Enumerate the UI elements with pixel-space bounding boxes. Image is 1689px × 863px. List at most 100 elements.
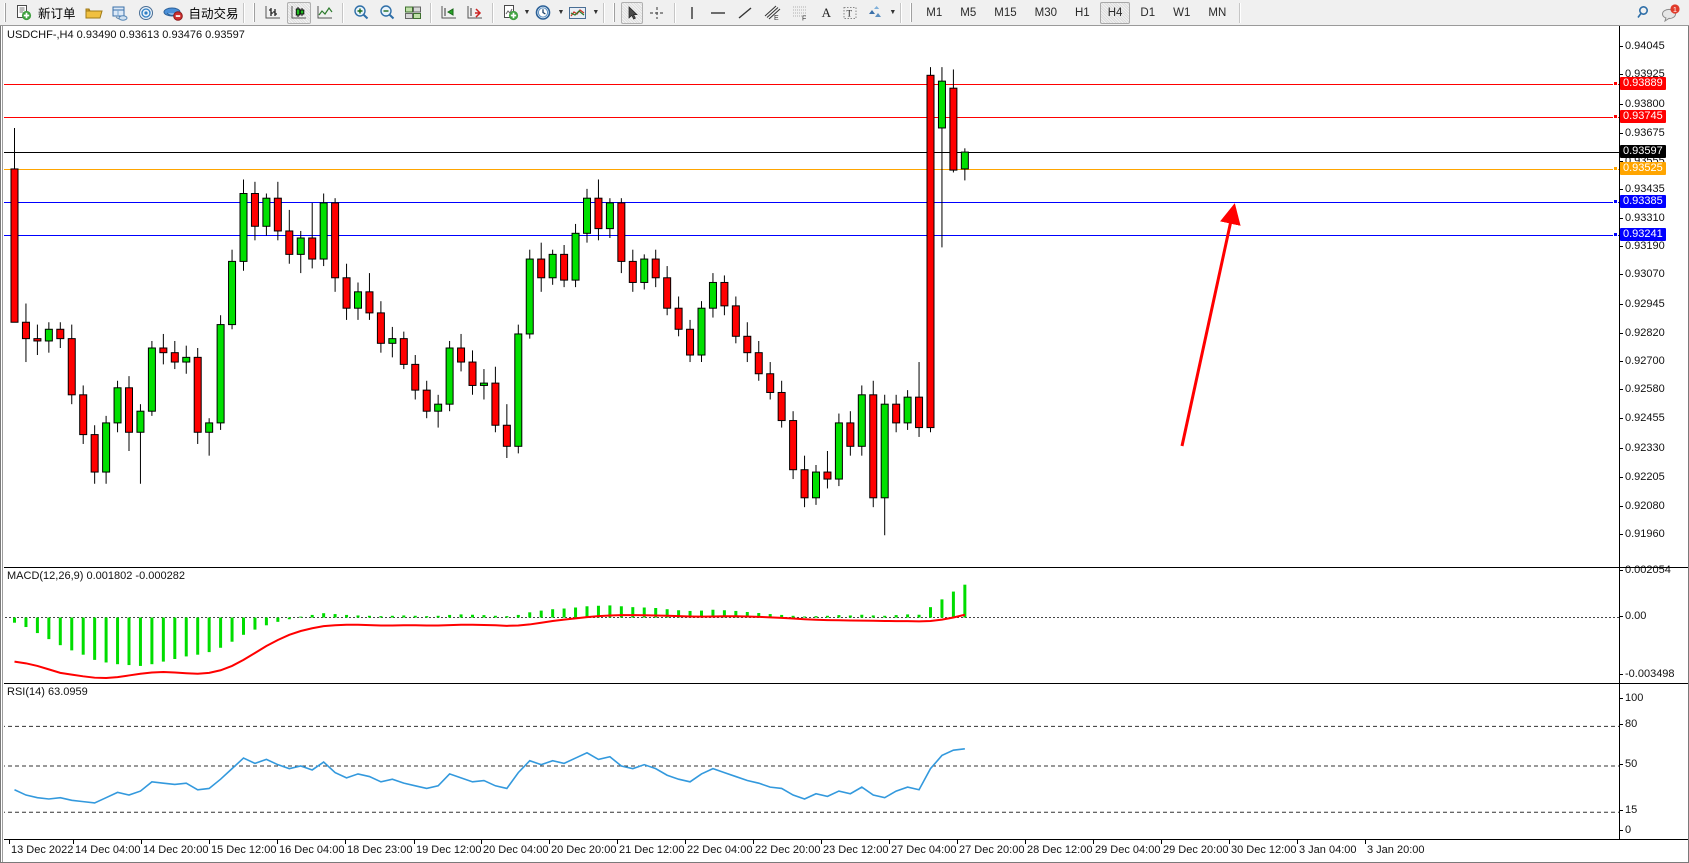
price-axis-tick-label: 0.92820 xyxy=(1625,326,1665,339)
level-line-093241[interactable] xyxy=(1,235,1619,237)
shapes-dropdown-caret[interactable]: ▼ xyxy=(889,9,897,16)
candle xyxy=(319,193,328,267)
notification-count: 1 xyxy=(1673,5,1677,14)
price-level-value[interactable]: 0.93745 xyxy=(1620,110,1666,124)
main-toolbar: 新订单 xyxy=(0,0,1689,26)
level-line-093745[interactable] xyxy=(1,117,1619,119)
price-pane[interactable]: USDCHF-,H4 0.93490 0.93613 0.93476 0.935… xyxy=(1,26,1619,567)
timeframe-grip[interactable] xyxy=(909,3,916,22)
time-axis-tick xyxy=(9,840,10,844)
chart-shift-icon[interactable] xyxy=(463,2,487,24)
price-level-marker[interactable] xyxy=(1613,80,1618,86)
fibo-icon[interactable]: F xyxy=(787,2,813,24)
current-price-line[interactable] xyxy=(1,152,1619,154)
price-level-value[interactable]: 0.93597 xyxy=(1620,145,1666,159)
price-level-value[interactable]: 0.93525 xyxy=(1620,161,1666,175)
bar-chart-icon[interactable] xyxy=(261,2,285,24)
candle xyxy=(273,181,282,241)
time-axis-tick xyxy=(277,840,278,844)
vertical-line-icon[interactable] xyxy=(681,2,703,24)
chart-left-grip[interactable] xyxy=(1,26,4,862)
candle xyxy=(296,230,305,274)
level-line-093385[interactable] xyxy=(1,201,1619,203)
auto-scroll-icon[interactable] xyxy=(437,2,461,24)
timeframe-button-w1[interactable]: W1 xyxy=(1173,6,1191,19)
indicator-dropdown-caret[interactable]: ▼ xyxy=(523,9,531,16)
candle xyxy=(697,301,706,363)
period-dropdown-caret[interactable]: ▼ xyxy=(557,9,565,16)
timeframe-button-h1[interactable]: H1 xyxy=(1075,6,1090,19)
horizontal-line-icon[interactable] xyxy=(705,2,731,24)
macd-label: MACD(12,26,9) 0.001802 -0.000282 xyxy=(7,570,185,582)
trendline-icon[interactable] xyxy=(733,2,757,24)
level-line-093889[interactable] xyxy=(1,83,1619,85)
templates-icon[interactable] xyxy=(565,2,590,24)
candle xyxy=(354,282,362,320)
price-level-marker[interactable] xyxy=(1613,232,1618,238)
candle xyxy=(708,273,717,318)
candle xyxy=(777,380,786,428)
line-chart-icon[interactable] xyxy=(313,2,337,24)
price-level-value[interactable]: 0.93241 xyxy=(1620,228,1666,242)
new-order-label[interactable]: 新订单 xyxy=(38,7,76,21)
up-arrow-annotation[interactable] xyxy=(1180,203,1241,447)
text-label-icon[interactable]: T xyxy=(839,2,861,24)
expert-advisor-icon[interactable] xyxy=(160,2,186,24)
templates-dropdown-caret[interactable]: ▼ xyxy=(592,9,600,16)
level-line-093525[interactable] xyxy=(1,168,1619,170)
candlestick-chart-icon[interactable] xyxy=(286,1,311,24)
timeframe-button-mn[interactable]: MN xyxy=(1208,6,1227,19)
timeframe-button-d1[interactable]: D1 xyxy=(1140,6,1156,19)
price-axis-tick-label: 0.93070 xyxy=(1625,268,1665,281)
chart-plot-area[interactable]: USDCHF-,H4 0.93490 0.93613 0.93476 0.935… xyxy=(1,26,1619,839)
time-axis-tick xyxy=(141,840,142,844)
auto-trading-label[interactable]: 自动交易 xyxy=(188,7,239,21)
svg-text:E: E xyxy=(774,15,779,21)
tile-windows-icon[interactable] xyxy=(401,2,425,24)
price-axis-tick-label: 0.93310 xyxy=(1625,212,1665,225)
toolbar-separator-3 xyxy=(429,2,432,23)
price-axis[interactable]: 0.94045 0.93925 0.93800 0.93675 0.93555 0.934… xyxy=(1613,26,1688,839)
price-level-marker[interactable] xyxy=(1613,114,1618,120)
chart-frame[interactable]: USDCHF-,H4 0.93490 0.93613 0.93476 0.935… xyxy=(0,26,1689,863)
time-axis[interactable]: 13 Dec 2022 14 Dec 04:00 14 Dec 20:00 15 De… xyxy=(1,839,1688,862)
rsi-line xyxy=(14,748,965,804)
rsi-series xyxy=(1,725,1619,813)
signal-icon[interactable] xyxy=(134,2,158,24)
chart-type-grip[interactable] xyxy=(251,3,258,22)
annotation-layer[interactable] xyxy=(1,26,1619,567)
equidistant-channel-icon[interactable]: E xyxy=(759,2,785,24)
draw-tools-grip[interactable] xyxy=(612,3,619,22)
price-level-marker[interactable] xyxy=(1613,198,1618,204)
timeframe-button-m5[interactable]: M5 xyxy=(960,6,977,19)
chat-notification-icon[interactable]: 1 xyxy=(1658,2,1684,24)
cursor-icon[interactable] xyxy=(621,1,644,24)
timeframe-button-m30[interactable]: M30 xyxy=(1034,6,1057,19)
timeframe-button-m15[interactable]: M15 xyxy=(994,6,1017,19)
crosshair-icon[interactable] xyxy=(645,2,669,24)
toolbar-grip[interactable] xyxy=(3,3,9,22)
period-icon[interactable] xyxy=(531,2,555,24)
folder-icon[interactable] xyxy=(82,2,106,24)
shapes-icon[interactable] xyxy=(863,2,887,24)
new-order-icon[interactable] xyxy=(12,2,35,24)
rsi-pane[interactable]: RSI(14) 63.0959 xyxy=(1,683,1619,839)
timeframe-button-m1[interactable]: M1 xyxy=(926,6,943,19)
macd-pane[interactable]: MACD(12,26,9) 0.001802 -0.000282 xyxy=(1,567,1619,683)
add-indicator-icon[interactable] xyxy=(499,2,522,24)
zoom-out-icon[interactable] xyxy=(375,2,399,24)
price-level-value[interactable]: 0.93385 xyxy=(1620,194,1666,208)
candle xyxy=(686,319,695,363)
zoom-in-icon[interactable] xyxy=(349,2,373,24)
time-axis-label: 23 Dec 12:00 xyxy=(823,844,889,856)
text-icon[interactable]: A xyxy=(821,4,832,20)
price-axis-tick-label: 0.92700 xyxy=(1625,355,1665,368)
candle xyxy=(90,425,99,484)
search-icon[interactable] xyxy=(1632,2,1656,24)
price-level-marker[interactable] xyxy=(1613,165,1618,171)
price-level-value[interactable]: 0.93889 xyxy=(1620,76,1666,90)
data-window-icon[interactable] xyxy=(108,2,132,24)
candle xyxy=(628,249,637,292)
pane-divider xyxy=(1620,567,1688,568)
timeframe-button-h4[interactable]: H4 xyxy=(1099,1,1131,24)
